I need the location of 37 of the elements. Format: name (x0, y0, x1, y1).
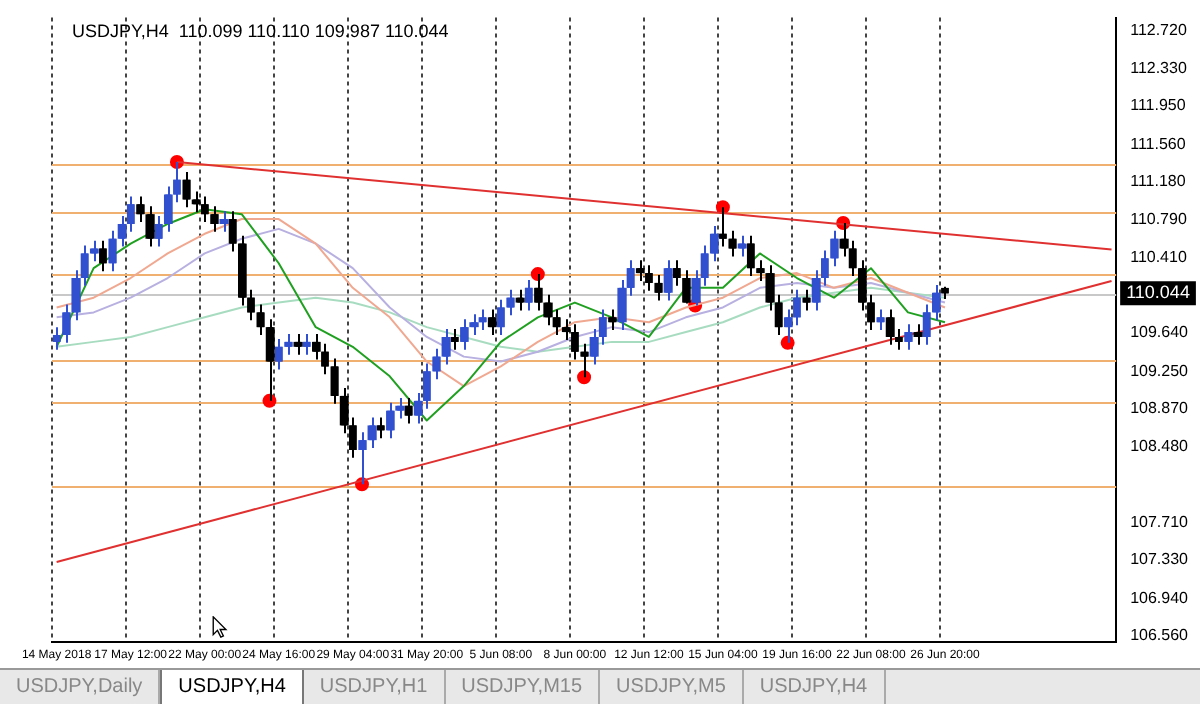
text: USDJPY,M15 (445, 670, 601, 704)
candlestick (302, 333, 311, 356)
y-tick-label: 106.940 (1130, 588, 1190, 607)
candlestick (275, 337, 283, 371)
text: USDJPY,H4 (743, 670, 886, 704)
y-tick-label: 111.560 (1130, 134, 1187, 153)
y-tick-label: 109.250 (1130, 361, 1190, 380)
text: USDJPY,H1 (303, 670, 446, 704)
y-tick-label: 108.480 (1130, 437, 1190, 456)
y-tick-label: 110.410 (1130, 247, 1188, 266)
candlestick (321, 342, 329, 376)
y-tick-label: 108.870 (1130, 399, 1190, 418)
candlestick (645, 264, 653, 292)
y-tick-label: 111.180 (1130, 172, 1187, 191)
y-tick-label: 107.710 (1130, 513, 1190, 532)
candlestick (450, 328, 459, 351)
candlestick (376, 416, 385, 440)
candlestick (524, 278, 533, 312)
y-tick-label: 112.330 (1130, 59, 1188, 78)
candlestick (200, 195, 209, 223)
text: USDJPY,M5 (600, 670, 744, 704)
candlestick (497, 298, 505, 337)
text: USDJPY,Daily (0, 670, 161, 704)
candlestick (672, 259, 681, 287)
chart-title: USDJPY,H4 110.099 110.110 109.987 110.044 (72, 20, 449, 41)
text: USDJPY,H4 (160, 670, 304, 704)
y-tick-label: 107.330 (1130, 550, 1190, 569)
candlestick (52, 326, 61, 351)
candlestick (99, 239, 107, 273)
candlestick (571, 323, 579, 361)
ref-line-label: 110.044 (1126, 282, 1190, 303)
y-tick-label: 111.950 (1130, 96, 1187, 115)
candlestick (154, 215, 163, 248)
y-tick-label: 112.720 (1130, 20, 1188, 39)
y-tick-label: 109.640 (1130, 323, 1190, 342)
y-tick-label: 106.560 (1130, 626, 1190, 645)
y-tick-label: 110.790 (1130, 210, 1188, 229)
